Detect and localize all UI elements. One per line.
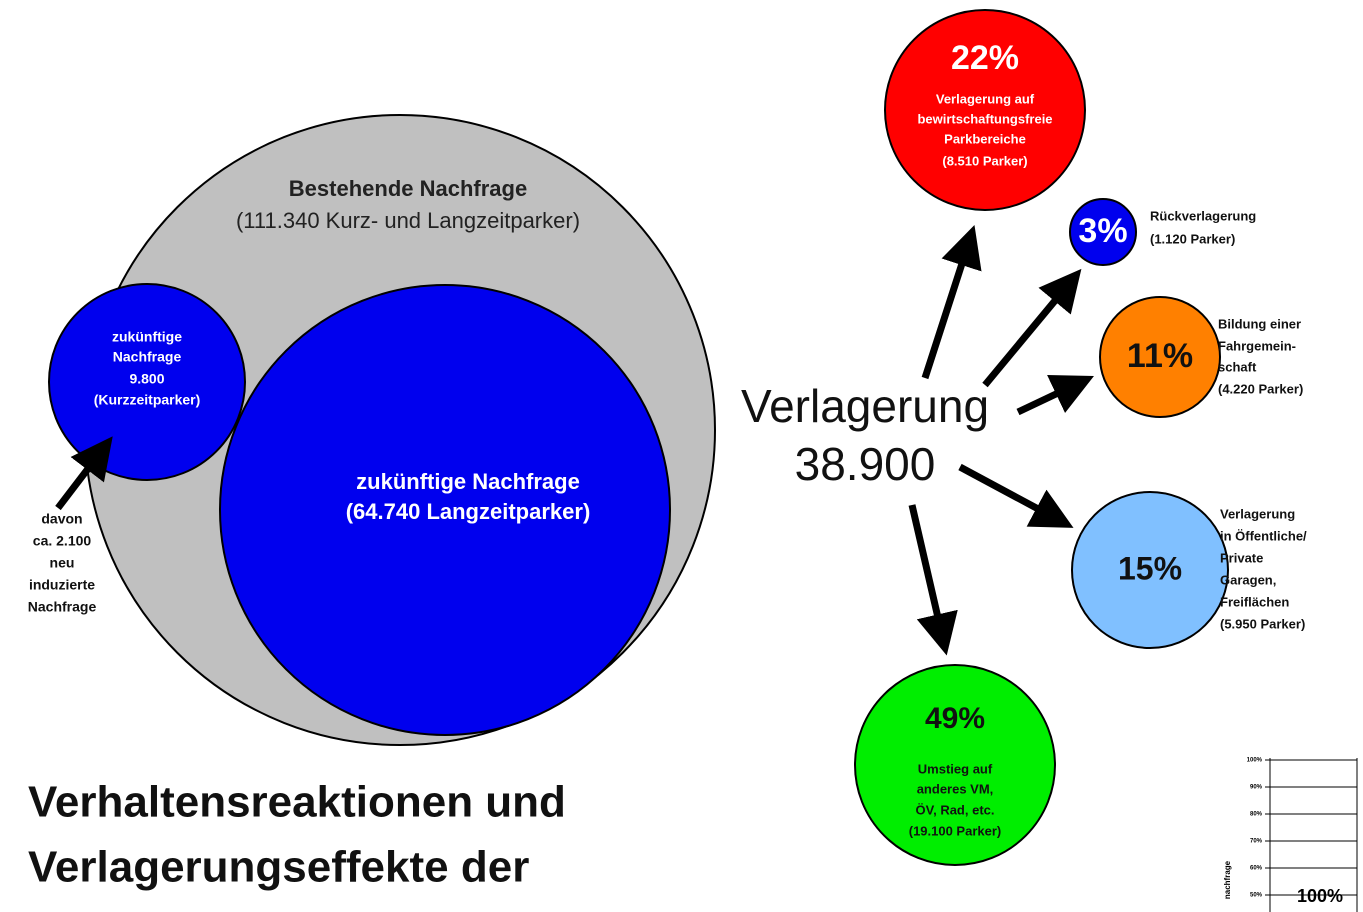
short-term-label: (Kurzzeitparker) bbox=[94, 392, 201, 408]
effect-label: schaft bbox=[1218, 359, 1257, 374]
inset-tick-label: 80% bbox=[1250, 812, 1263, 818]
induced-label: neu bbox=[50, 555, 75, 571]
effect-circle bbox=[1069, 198, 1137, 266]
effect-label: Verlagerung bbox=[1220, 506, 1295, 521]
effect-circle bbox=[884, 9, 1086, 211]
inset-tick-label: 60% bbox=[1250, 866, 1263, 872]
existing-label: Bestehende Nachfrage bbox=[289, 176, 527, 201]
short-term-label: 9.800 bbox=[129, 371, 164, 387]
title: Verhaltensreaktionen und bbox=[28, 778, 566, 827]
short-term-circle bbox=[48, 283, 246, 481]
arrow bbox=[958, 463, 1074, 528]
effect-label: anderes VM, bbox=[917, 781, 994, 796]
effect-percent: 49% bbox=[925, 702, 985, 735]
inset-chart bbox=[1269, 758, 1358, 912]
effect-label: (4.220 Parker) bbox=[1218, 381, 1303, 396]
arrow bbox=[55, 436, 113, 511]
effect-label: Umstieg auf bbox=[918, 761, 993, 776]
effect-label: (5.950 Parker) bbox=[1220, 616, 1305, 631]
center-label: Verlagerung bbox=[741, 380, 989, 432]
effect-percent: 15% bbox=[1118, 550, 1182, 586]
effect-percent: 11% bbox=[1127, 337, 1193, 375]
effect-label: Fahrgemein- bbox=[1218, 338, 1296, 353]
induced-label: ca. 2.100 bbox=[33, 533, 92, 549]
effect-label: Verlagerung auf bbox=[936, 91, 1035, 106]
effect-percent: 3% bbox=[1078, 212, 1127, 250]
effect-label: bewirtschaftungsfreie bbox=[917, 111, 1052, 126]
effect-label: Rückverlagerung bbox=[1150, 208, 1256, 223]
existing-label: (111.340 Kurz- und Langzeitparker) bbox=[236, 208, 580, 233]
long-term-label: (64.740 Langzeitparker) bbox=[346, 499, 591, 524]
effect-label: in Öffentliche/ bbox=[1220, 528, 1307, 543]
effect-circle bbox=[1099, 296, 1221, 418]
arrow bbox=[908, 504, 958, 656]
inset-bar-label: 100% bbox=[1297, 886, 1343, 906]
effect-label: Freiflächen bbox=[1220, 594, 1289, 609]
inset-tick-label: 50% bbox=[1250, 893, 1263, 899]
short-term-label: Nachfrage bbox=[113, 349, 182, 365]
title: Verlagerungseffekte der bbox=[28, 843, 529, 892]
effect-percent: 22% bbox=[951, 39, 1019, 77]
effect-circle bbox=[854, 664, 1056, 866]
induced-label: Nachfrage bbox=[28, 599, 97, 615]
effect-label: Parkbereiche bbox=[944, 131, 1026, 146]
inset-tick-label: 100% bbox=[1247, 758, 1263, 764]
effect-label: ÖV, Rad, etc. bbox=[916, 802, 995, 817]
induced-label: davon bbox=[41, 511, 82, 527]
long-term-circle bbox=[219, 284, 671, 736]
effect-label: (19.100 Parker) bbox=[909, 823, 1002, 838]
short-term-label: zukünftige bbox=[112, 329, 182, 345]
effect-label: (1.120 Parker) bbox=[1150, 231, 1235, 246]
effect-label: Private bbox=[1220, 550, 1263, 565]
effect-circle bbox=[1071, 491, 1229, 649]
inset-tick-label: 70% bbox=[1250, 839, 1263, 845]
long-term-label: zukünftige Nachfrage bbox=[356, 469, 580, 494]
effect-label: Garagen, bbox=[1220, 572, 1276, 587]
effect-label: Bildung einer bbox=[1218, 316, 1301, 331]
center-label: 38.900 bbox=[795, 438, 936, 490]
arrow bbox=[982, 268, 1082, 388]
inset-axis-label: nachfrage bbox=[1223, 860, 1232, 899]
arrow bbox=[921, 225, 982, 380]
effect-label: (8.510 Parker) bbox=[942, 153, 1027, 168]
induced-label: induzierte bbox=[29, 577, 95, 593]
inset-tick-label: 90% bbox=[1250, 785, 1263, 791]
arrow bbox=[1016, 375, 1094, 416]
